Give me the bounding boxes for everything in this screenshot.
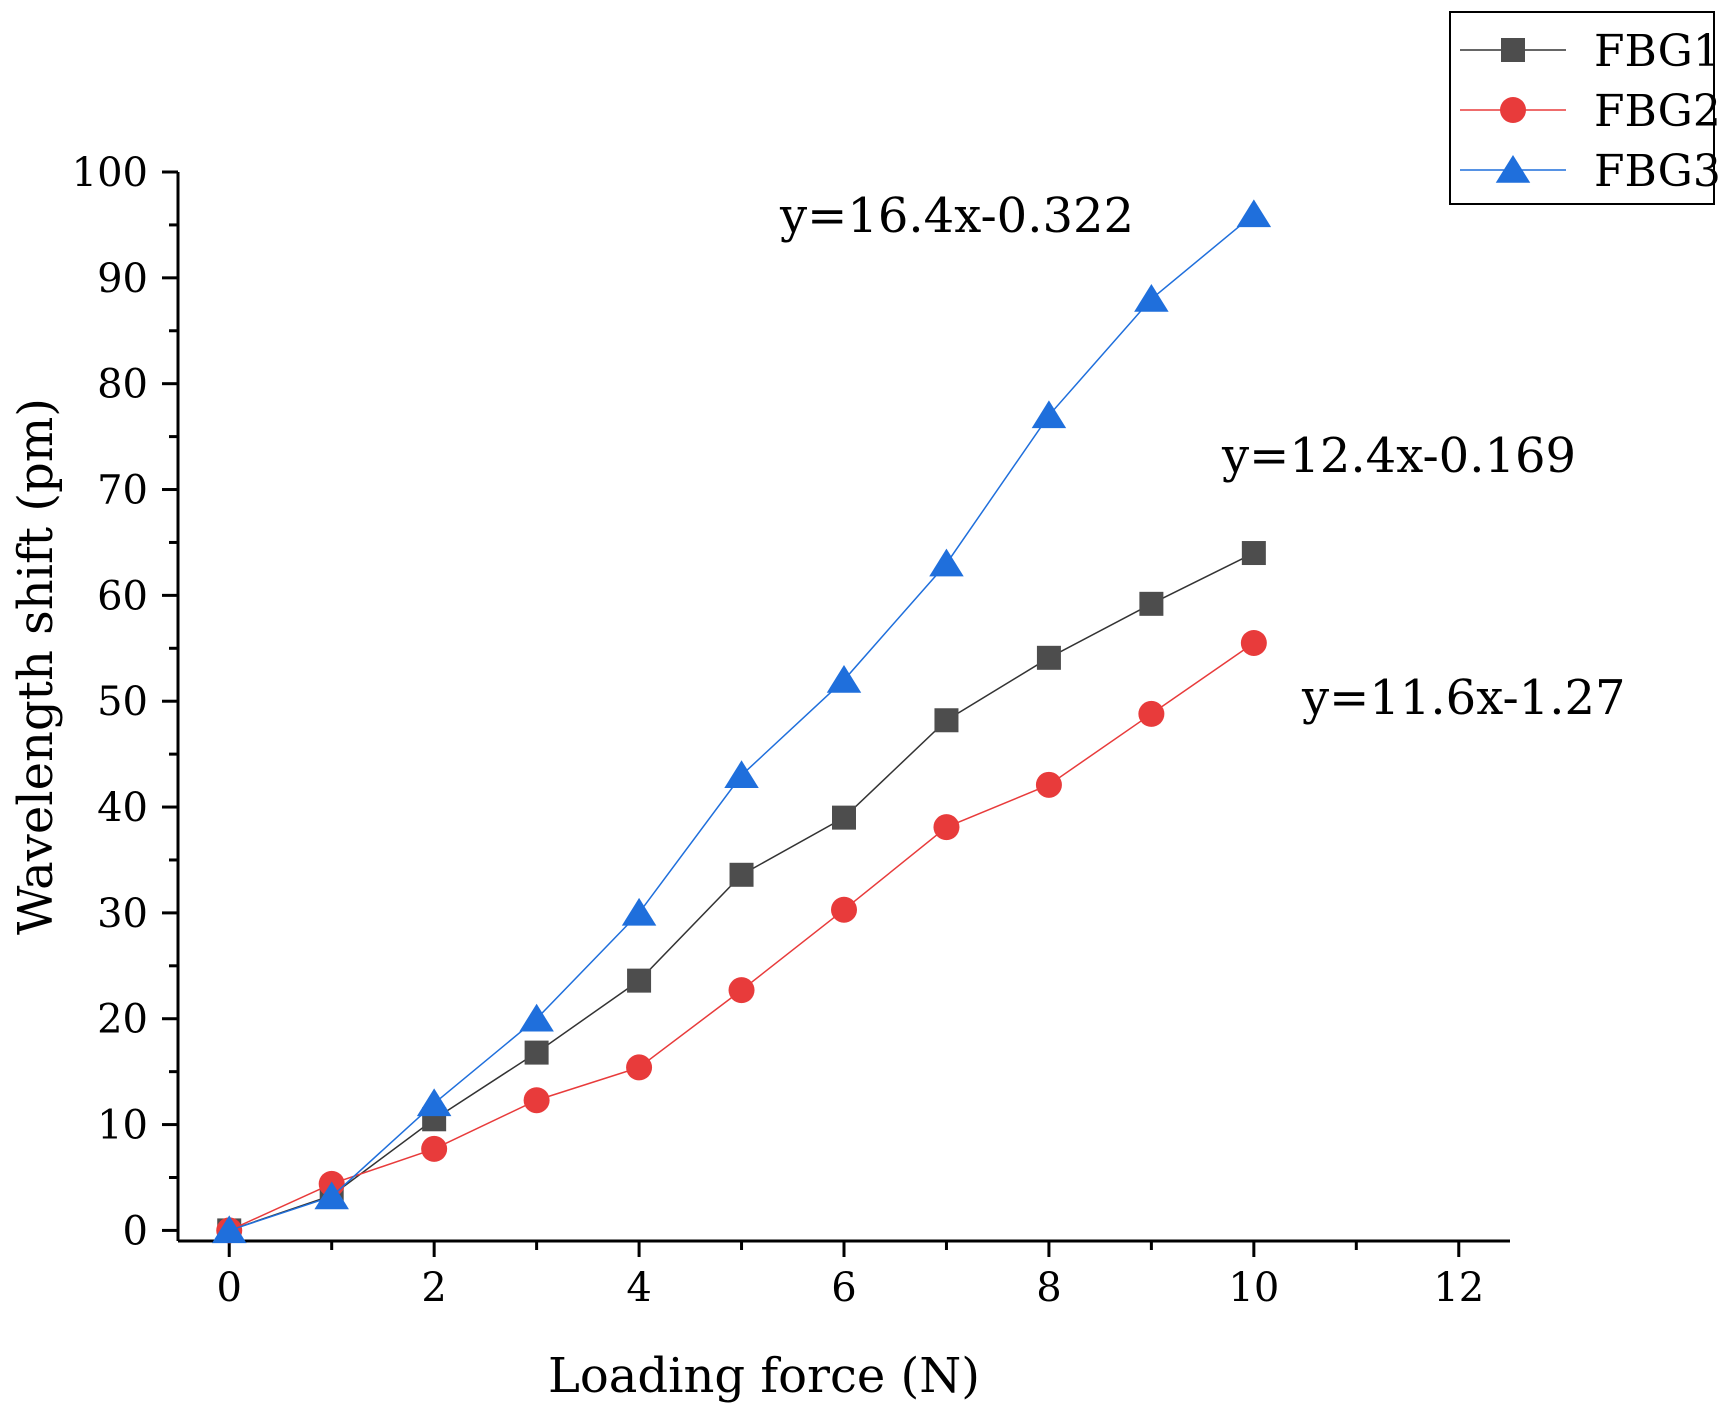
x-tick-label: 2 xyxy=(421,1265,446,1311)
series-fbg2 xyxy=(216,629,1267,1244)
data-point-fbg3 xyxy=(314,1181,349,1210)
y-tick-label: 50 xyxy=(97,679,148,725)
data-point-fbg2 xyxy=(1035,771,1062,798)
data-point-fbg2 xyxy=(523,1087,550,1114)
data-point-fbg1 xyxy=(729,862,754,887)
y-tick-label: 10 xyxy=(97,1103,148,1149)
y-tick-label: 20 xyxy=(97,997,148,1043)
legend-label: FBG1 xyxy=(1594,26,1720,77)
data-point-fbg1 xyxy=(1241,541,1266,566)
data-point-fbg2 xyxy=(626,1054,653,1081)
legend-marker xyxy=(1500,97,1526,123)
data-point-fbg3 xyxy=(724,760,759,789)
legend: FBG1 FBG2 FBG3 xyxy=(1449,11,1720,205)
data-point-fbg3 xyxy=(929,548,964,577)
y-tick-label: 60 xyxy=(97,573,148,619)
series-line-fbg1 xyxy=(228,552,1255,1232)
x-tick-label: 8 xyxy=(1036,1265,1061,1311)
legend-label: FBG3 xyxy=(1594,146,1720,197)
data-point-fbg3 xyxy=(826,665,862,693)
data-point-fbg3 xyxy=(1031,400,1067,429)
data-point-fbg3 xyxy=(1236,199,1272,228)
axes: 0 2 4 6 8 10 12 0 10 20 30 40 50 60 70 80 90 100 Loading f… xyxy=(8,150,1510,1404)
data-point-fbg2 xyxy=(831,896,857,923)
legend-label: FBG2 xyxy=(1594,86,1720,137)
data-point-fbg1 xyxy=(832,805,856,830)
legend-item-fbg3: FBG3 xyxy=(1460,146,1720,197)
x-axis-title: Loading force (N) xyxy=(548,1348,980,1404)
y-tick-label: 0 xyxy=(123,1208,148,1254)
data-point-fbg3 xyxy=(1134,284,1169,312)
y-tick-label: 30 xyxy=(97,891,148,937)
fit-equation-fbg3: y=16.4x-0.322 xyxy=(779,188,1134,244)
data-point-fbg3 xyxy=(621,897,657,926)
y-tick-label: 80 xyxy=(97,362,148,408)
data-point-fbg3 xyxy=(519,1003,554,1032)
y-tick-label: 70 xyxy=(97,468,148,514)
series-line-fbg3 xyxy=(228,213,1255,1232)
legend-marker xyxy=(1501,38,1525,62)
series-fbg3 xyxy=(211,199,1272,1244)
series-layer xyxy=(211,199,1272,1244)
data-point-fbg1 xyxy=(934,708,959,733)
data-point-fbg3 xyxy=(416,1088,452,1117)
fit-equation-fbg1: y=12.4x-0.169 xyxy=(1221,428,1576,484)
data-point-fbg1 xyxy=(524,1040,549,1065)
x-tick-label: 4 xyxy=(626,1265,651,1311)
data-point-fbg2 xyxy=(1240,629,1267,656)
x-tick-label: 6 xyxy=(831,1265,856,1311)
legend-box xyxy=(1449,11,1715,205)
data-point-fbg1 xyxy=(627,968,652,993)
data-point-fbg2 xyxy=(933,814,960,841)
x-tick-label: 0 xyxy=(217,1265,242,1311)
y-tick-label: 40 xyxy=(97,785,148,831)
legend-item-fbg1: FBG1 xyxy=(1460,26,1720,77)
data-point-fbg1 xyxy=(1036,645,1061,670)
legend-marker xyxy=(1495,155,1531,183)
y-tick-label: 100 xyxy=(72,150,148,196)
fit-equation-fbg2: y=11.6x-1.27 xyxy=(1301,670,1626,726)
series-fbg1 xyxy=(217,541,1266,1243)
data-point-fbg1 xyxy=(1139,591,1164,616)
y-axis-title: Wavelength shift (pm) xyxy=(8,398,64,935)
data-point-fbg2 xyxy=(728,977,755,1004)
legend-item-fbg2: FBG2 xyxy=(1460,86,1720,137)
data-point-fbg2 xyxy=(1138,700,1165,727)
y-tick-label: 90 xyxy=(97,256,148,302)
x-tick-label: 12 xyxy=(1433,1265,1484,1311)
series-line-fbg2 xyxy=(228,642,1255,1232)
annotations: y=16.4x-0.322 y=12.4x-0.169 y=11.6x-1.27 xyxy=(779,188,1626,726)
x-tick-label: 10 xyxy=(1228,1265,1279,1311)
data-point-fbg2 xyxy=(421,1135,448,1162)
data-point-fbg3 xyxy=(211,1215,247,1244)
